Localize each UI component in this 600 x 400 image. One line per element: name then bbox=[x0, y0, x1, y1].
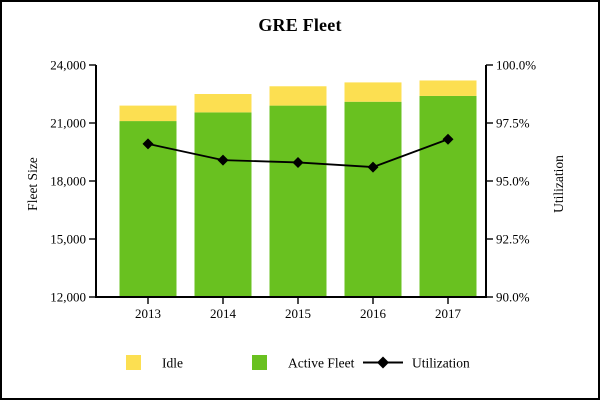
left-axis-tick-label: 24,000 bbox=[50, 58, 86, 73]
bar-idle-2016 bbox=[344, 82, 402, 102]
chart-title: GRE Fleet bbox=[258, 15, 342, 35]
legend-label-utilization: Utilization bbox=[412, 356, 470, 371]
bar-active-fleet-2016 bbox=[344, 101, 402, 297]
x-axis-label-2013: 2013 bbox=[135, 306, 161, 321]
utilization-marker-2017 bbox=[442, 133, 454, 145]
bar-active-fleet-2015 bbox=[269, 105, 327, 297]
utilization-marker-2015 bbox=[292, 156, 304, 168]
x-axis-label-2015: 2015 bbox=[285, 306, 311, 321]
x-axis-label-2014: 2014 bbox=[210, 306, 237, 321]
legend-swatch-active-fleet bbox=[252, 355, 267, 370]
fleet-size-axis-title: Fleet Size bbox=[25, 157, 40, 211]
utilization-marker-2016 bbox=[367, 161, 379, 173]
legend-swatch-idle bbox=[126, 355, 141, 370]
right-axis-tick-label: 100.0% bbox=[496, 58, 536, 73]
bar-idle-2014 bbox=[194, 94, 252, 113]
bar-active-fleet-2014 bbox=[194, 112, 252, 297]
bar-active-fleet-2017 bbox=[419, 95, 477, 297]
utilization-marker-2014 bbox=[217, 154, 229, 166]
right-axis-tick-label: 95.0% bbox=[496, 174, 530, 189]
right-axis-tick-label: 92.5% bbox=[496, 232, 530, 247]
legend-label-idle: Idle bbox=[162, 356, 183, 371]
legend-diamond-icon bbox=[377, 356, 389, 369]
utilization-marker-2013 bbox=[142, 138, 154, 150]
left-axis-tick-label: 21,000 bbox=[50, 116, 86, 131]
bar-idle-2013 bbox=[119, 105, 177, 122]
bar-idle-2015 bbox=[269, 86, 327, 106]
bar-active-fleet-2013 bbox=[119, 121, 177, 297]
left-axis-tick-label: 18,000 bbox=[50, 174, 86, 189]
left-axis-tick-label: 15,000 bbox=[50, 232, 86, 247]
x-axis-label-2016: 2016 bbox=[360, 306, 387, 321]
left-axis-tick-label: 12,000 bbox=[50, 290, 86, 305]
legend-label-active-fleet: Active Fleet bbox=[288, 356, 355, 371]
right-axis-tick-label: 90.0% bbox=[496, 290, 530, 305]
x-axis-label-2017: 2017 bbox=[435, 306, 462, 321]
right-axis-tick-label: 97.5% bbox=[496, 116, 530, 131]
bar-idle-2017 bbox=[419, 80, 477, 96]
utilization-axis-title: Utilization bbox=[551, 155, 566, 213]
